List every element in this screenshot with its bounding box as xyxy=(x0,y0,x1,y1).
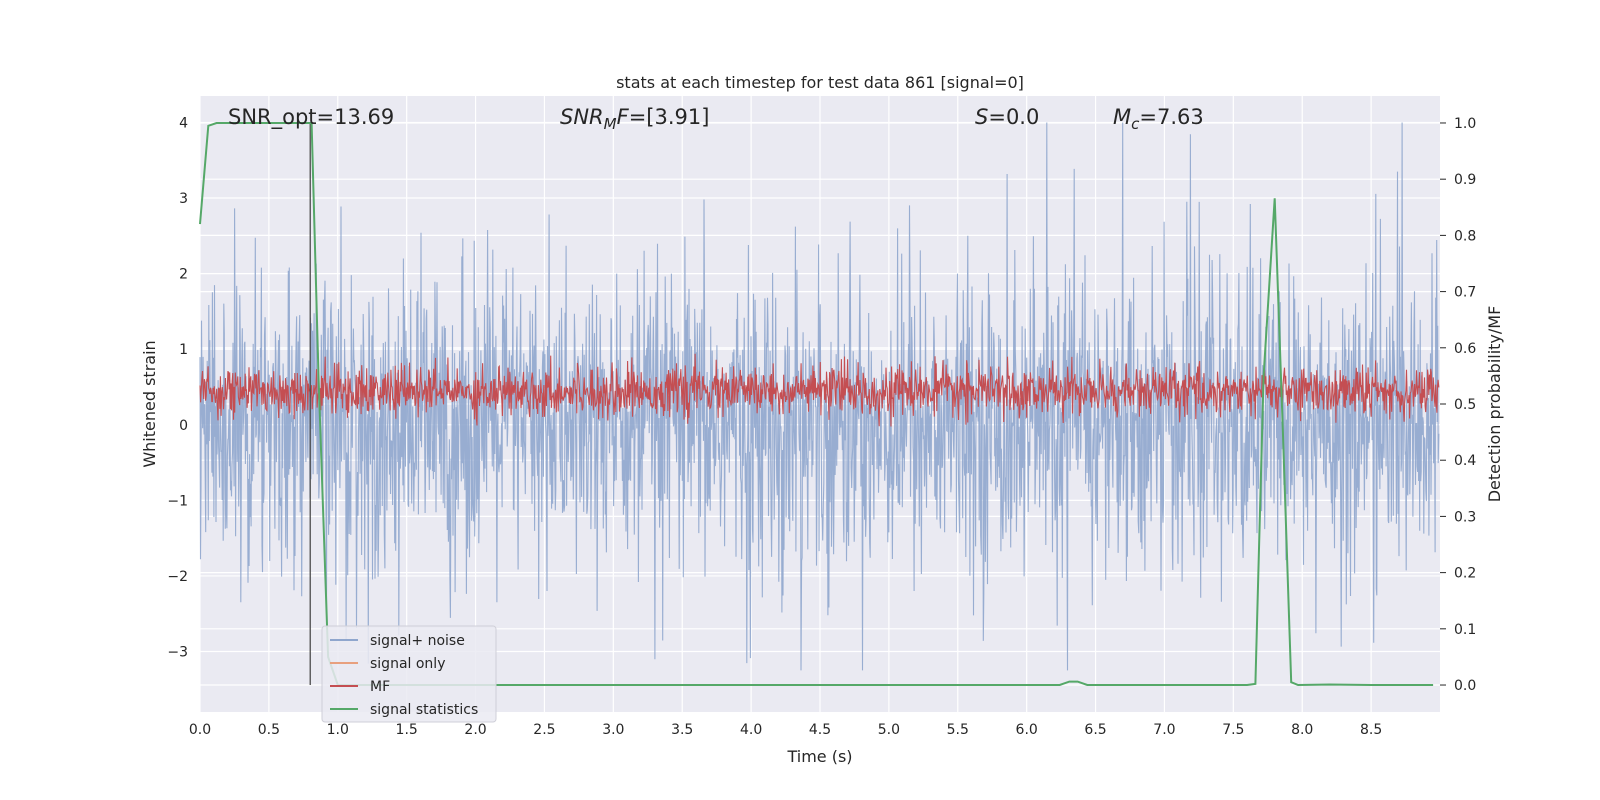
annotation-s: S=0.0 xyxy=(975,105,1039,129)
y-right-tick-labels: 1.0 0.9 0.8 0.7 0.6 0.5 0.4 0.3 0.2 0.1 0.0 xyxy=(1440,116,1476,694)
x-tick-label: 5.5 xyxy=(947,722,969,738)
y-right-tick-label: 0.8 xyxy=(1454,228,1476,244)
annotation-snr-mf-symbol: SNR xyxy=(560,105,604,129)
y-left-tick-label: −1 xyxy=(167,493,188,509)
x-tick-label: 4.0 xyxy=(740,722,762,738)
x-tick-label: 8.5 xyxy=(1360,722,1382,738)
y-right-tick-label: 1.0 xyxy=(1454,116,1476,132)
chart-title: stats at each timestep for test data 861… xyxy=(616,73,1024,92)
y-right-tick-label: 0.7 xyxy=(1454,285,1476,301)
y-right-tick-label: 0.5 xyxy=(1454,397,1476,413)
x-tick-label: 1.5 xyxy=(396,722,418,738)
annotation-mc-subscript: c xyxy=(1131,115,1140,133)
legend-label-signal-only: signal only xyxy=(370,656,445,672)
x-tick-label: 2.0 xyxy=(464,722,486,738)
x-axis-label: Time (s) xyxy=(786,747,852,766)
y-right-axis-label: Detection probability/MF xyxy=(1485,306,1504,503)
y-right-tick-label: 0.4 xyxy=(1454,453,1476,469)
annotation-s-symbol: S xyxy=(975,105,988,129)
annotation-snr-mf-f: F xyxy=(617,105,630,129)
x-tick-label: 1.0 xyxy=(327,722,349,738)
annotation-snr-mf-value: =[3.91] xyxy=(629,105,710,129)
legend: signal+ noise signal only MF signal stat… xyxy=(321,625,497,723)
annotation-mc-symbol: M xyxy=(1113,105,1131,129)
x-tick-label: 7.5 xyxy=(1222,722,1244,738)
x-tick-label: 2.5 xyxy=(533,722,555,738)
legend-label-mf: MF xyxy=(370,679,390,695)
series-signal-statistics xyxy=(199,122,1434,687)
y-left-tick-labels: 4 3 2 1 0 −1 −2 −3 xyxy=(167,115,188,660)
x-tick-labels: 0.0 0.5 1.0 1.5 2.0 2.5 3.0 3.5 4.0 4.5 5.0 5.5 6.0 6… xyxy=(189,722,1382,738)
y-right-tick-label: 0.9 xyxy=(1454,172,1476,188)
y-right-tick-label: 0.1 xyxy=(1454,622,1476,638)
y-left-tick-label: 0 xyxy=(179,418,188,434)
y-left-tick-label: 4 xyxy=(179,115,188,131)
annotation-snr-mf-subscript: M xyxy=(604,115,617,133)
y-left-tick-label: 2 xyxy=(179,267,188,283)
y-right-tick-label: 0.2 xyxy=(1454,566,1476,582)
y-left-tick-label: 3 xyxy=(179,191,188,207)
series-signal-noise xyxy=(199,122,1440,671)
x-tick-label: 0.5 xyxy=(258,722,280,738)
y-right-tick-label: 0.0 xyxy=(1454,678,1476,694)
y-left-tick-label: 1 xyxy=(179,342,188,358)
x-tick-label: 3.0 xyxy=(602,722,624,738)
y-left-tick-label: −3 xyxy=(167,645,188,661)
y-left-axis-label: Whitened strain xyxy=(140,340,159,467)
x-tick-label: 8.0 xyxy=(1291,722,1313,738)
y-right-tick-label: 0.6 xyxy=(1454,341,1476,357)
legend-label-signal-statistics: signal statistics xyxy=(370,702,478,718)
annotation-mc: Mc=7.63 xyxy=(1113,105,1204,133)
x-tick-label: 0.0 xyxy=(189,722,211,738)
legend-box xyxy=(321,625,497,723)
x-tick-label: 4.5 xyxy=(809,722,831,738)
annotation-snr-mf: SNRMF=[3.91] xyxy=(560,105,709,133)
series-mf xyxy=(199,353,1440,427)
mf-line xyxy=(199,353,1440,427)
x-tick-label: 6.5 xyxy=(1084,722,1106,738)
annotation-snr-opt: SNR_opt=13.69 xyxy=(228,105,394,130)
x-tick-label: 5.0 xyxy=(878,722,900,738)
annotation-mc-value: =7.63 xyxy=(1139,105,1203,129)
x-tick-label: 6.0 xyxy=(1016,722,1038,738)
y-left-tick-label: −2 xyxy=(167,569,188,585)
annotation-s-value: =0.0 xyxy=(988,105,1039,129)
legend-label-signal-noise: signal+ noise xyxy=(370,633,465,649)
y-right-tick-label: 0.3 xyxy=(1454,509,1476,525)
x-tick-label: 3.5 xyxy=(671,722,693,738)
x-tick-label: 7.0 xyxy=(1153,722,1175,738)
signal-noise-line xyxy=(199,122,1440,671)
